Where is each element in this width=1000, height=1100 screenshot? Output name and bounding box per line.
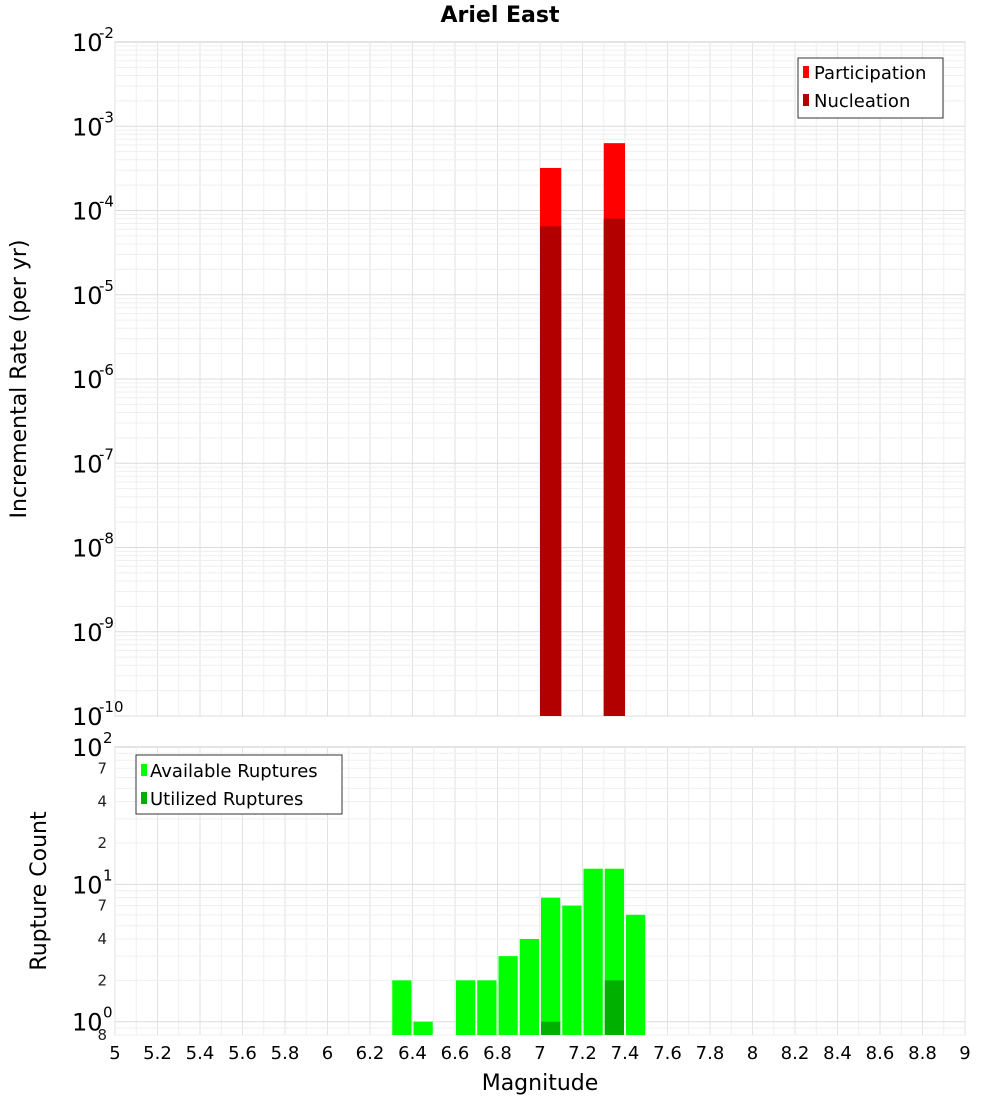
available-ruptures-bar xyxy=(562,905,582,1035)
y-tick-exponent: -9 xyxy=(99,614,114,632)
y-minor-tick-label: 7 xyxy=(97,759,107,777)
x-tick-label: 7.4 xyxy=(611,1043,640,1064)
y-tick-label: 10 xyxy=(72,871,103,899)
available-ruptures-bar xyxy=(541,897,561,1035)
y-tick-label: 10 xyxy=(72,282,103,310)
count-y-axis-label: Rupture Count xyxy=(27,811,52,971)
available-ruptures-bar xyxy=(498,956,518,1035)
x-tick-label: 7.6 xyxy=(653,1043,682,1064)
x-tick-label: 5.6 xyxy=(228,1043,257,1064)
y-tick-exponent: -4 xyxy=(99,193,114,211)
x-tick-label: 7.2 xyxy=(568,1043,597,1064)
x-tick-label: 6 xyxy=(322,1043,333,1064)
y-minor-tick-label: 4 xyxy=(97,793,107,811)
y-tick-label: 10 xyxy=(72,450,103,478)
legend-box xyxy=(135,754,343,815)
x-tick-label: 8.2 xyxy=(781,1043,810,1064)
y-tick-label: 10 xyxy=(72,29,103,57)
x-tick-label: 9 xyxy=(959,1043,970,1064)
y-tick-exponent: -2 xyxy=(99,24,114,42)
rate-y-axis-label: Incremental Rate (per yr) xyxy=(7,240,32,519)
y-tick-label: 10 xyxy=(72,366,103,394)
x-tick-label: 7 xyxy=(534,1043,545,1064)
legend-label: Available Ruptures xyxy=(150,761,318,782)
available-ruptures-bar xyxy=(456,980,476,1035)
y-minor-tick-label: 2 xyxy=(97,834,107,852)
x-tick-label: 6.4 xyxy=(398,1043,427,1064)
x-tick-label: 8.4 xyxy=(823,1043,852,1064)
available-ruptures-bar xyxy=(413,1021,433,1035)
x-tick-labels: 5 5.2 5.4 5.6 5.8 6 6.2 6.4 6.6 6.8 7 7.2 7.4 7.6 7.8 8… xyxy=(109,1043,970,1064)
nucleation-bar xyxy=(603,218,625,716)
x-tick-label: 7.8 xyxy=(696,1043,725,1064)
y-tick-exponent: 0 xyxy=(103,1004,113,1022)
rate-legend: Participation Nucleation xyxy=(797,57,944,119)
utilized-ruptures-bar xyxy=(604,980,624,1035)
chart-title: Ariel East xyxy=(440,3,560,28)
y-minor-tick-label: 2 xyxy=(97,971,107,989)
x-tick-label: 5.4 xyxy=(186,1043,215,1064)
available-ruptures-bar xyxy=(519,939,539,1035)
rate-gridlines xyxy=(114,42,966,717)
available-ruptures-bar xyxy=(392,980,412,1035)
x-tick-label: 5.2 xyxy=(143,1043,172,1064)
count-legend: Available Ruptures Utilized Ruptures xyxy=(135,754,343,815)
available-ruptures-bar xyxy=(626,914,646,1035)
x-tick-label: 8 xyxy=(747,1043,758,1064)
available-ruptures-bar xyxy=(583,868,603,1035)
y-tick-label: 10 xyxy=(72,113,103,141)
y-minor-tick-label: 8 xyxy=(97,1026,107,1044)
y-tick-label: 10 xyxy=(72,198,103,226)
x-tick-label: 6.6 xyxy=(441,1043,470,1064)
x-axis-label: Magnitude xyxy=(482,1071,599,1096)
legend-label: Nucleation xyxy=(814,91,910,112)
legend-swatch xyxy=(141,764,147,776)
y-tick-label: 10 xyxy=(72,1009,103,1037)
legend-label: Utilized Ruptures xyxy=(150,789,303,810)
y-minor-tick-label: 7 xyxy=(97,897,107,915)
y-tick-label: 10 xyxy=(72,734,103,762)
x-tick-label: 6.8 xyxy=(483,1043,512,1064)
legend-box xyxy=(797,57,944,119)
legend-label: Participation xyxy=(814,63,926,84)
y-tick-label: 10 xyxy=(72,619,103,647)
available-ruptures-bar xyxy=(477,980,497,1035)
y-tick-exponent: -5 xyxy=(99,277,114,295)
y-tick-exponent: -8 xyxy=(99,530,114,548)
x-tick-label: 6.2 xyxy=(356,1043,385,1064)
y-tick-exponent: 2 xyxy=(103,729,113,747)
legend-swatch xyxy=(141,792,147,804)
y-tick-exponent: -3 xyxy=(99,108,114,126)
y-tick-exponent: -10 xyxy=(99,698,124,716)
y-minor-tick-label: 4 xyxy=(97,930,107,948)
nucleation-bar xyxy=(540,226,562,716)
rate-bars xyxy=(540,143,625,717)
legend-swatch xyxy=(803,94,809,106)
x-tick-label: 5.8 xyxy=(271,1043,300,1064)
legend-swatch xyxy=(803,66,809,78)
count-bars xyxy=(392,868,646,1035)
utilized-ruptures-bar xyxy=(541,1021,561,1035)
y-tick-exponent: -6 xyxy=(99,361,114,379)
x-tick-label: 8.8 xyxy=(908,1043,937,1064)
y-tick-exponent: -7 xyxy=(99,445,114,463)
x-tick-label: 8.6 xyxy=(866,1043,895,1064)
x-tick-label: 5 xyxy=(109,1043,120,1064)
y-tick-label: 10 xyxy=(72,703,103,731)
y-tick-exponent: 1 xyxy=(103,866,113,884)
y-tick-label: 10 xyxy=(72,535,103,563)
